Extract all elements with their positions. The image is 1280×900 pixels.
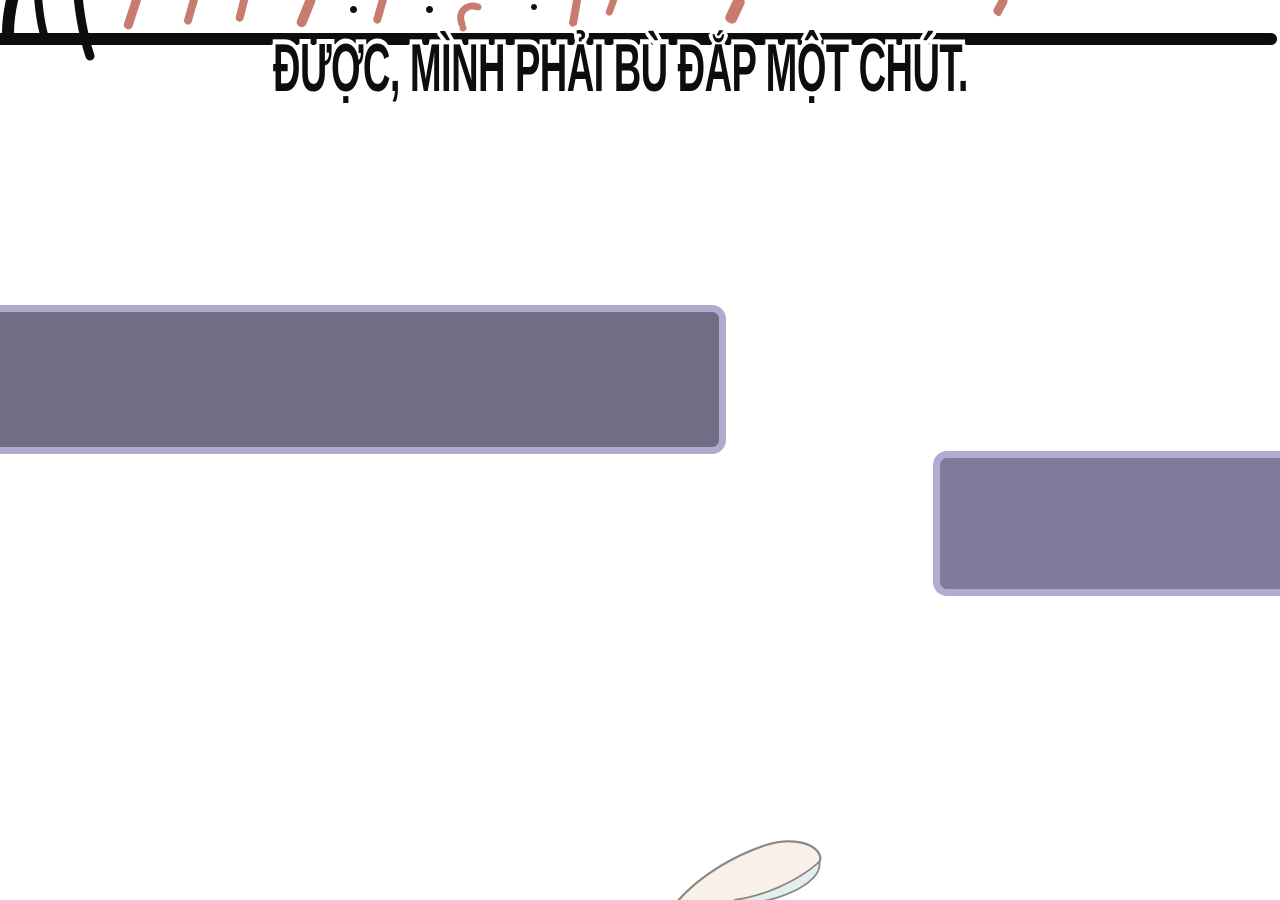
caption-halo: ĐƯỢC, MÌNH PHẢI BÙ ĐẮP MỘT CHÚT.	[270, 25, 971, 111]
ink-speck	[531, 4, 537, 10]
dish-art	[677, 840, 822, 900]
ink-speck	[426, 6, 433, 13]
pink-brush-stroke	[568, 0, 582, 28]
pink-brush-stroke	[234, 0, 250, 23]
purple-panel-right	[933, 451, 1280, 596]
pink-brush-stroke	[723, 0, 747, 26]
dish-lining	[733, 860, 821, 900]
pink-brush-stroke	[183, 0, 199, 26]
dish-rim	[677, 840, 822, 900]
pink-brush-squiggle	[457, 2, 482, 32]
pink-brush-stroke	[991, 0, 1010, 17]
pink-brush-stroke	[122, 0, 143, 31]
pink-brush-stroke	[604, 0, 619, 17]
pink-brush-stroke	[372, 0, 388, 25]
caption-text: ĐƯỢC, MÌNH PHẢI BÙ ĐẮP MỘT CHÚT.	[273, 30, 968, 106]
panel-divider-line	[0, 33, 1277, 45]
purple-panel-left	[0, 305, 726, 454]
ink-speck	[350, 6, 357, 13]
caption-squeeze: ĐƯỢC, MÌNH PHẢI BÙ ĐẮP MỘT CHÚT. ĐƯỢC, M…	[270, 25, 971, 111]
caption: ĐƯỢC, MÌNH PHẢI BÙ ĐẮP MỘT CHÚT. ĐƯỢC, M…	[0, 25, 1050, 111]
pink-brush-stroke	[295, 0, 317, 29]
